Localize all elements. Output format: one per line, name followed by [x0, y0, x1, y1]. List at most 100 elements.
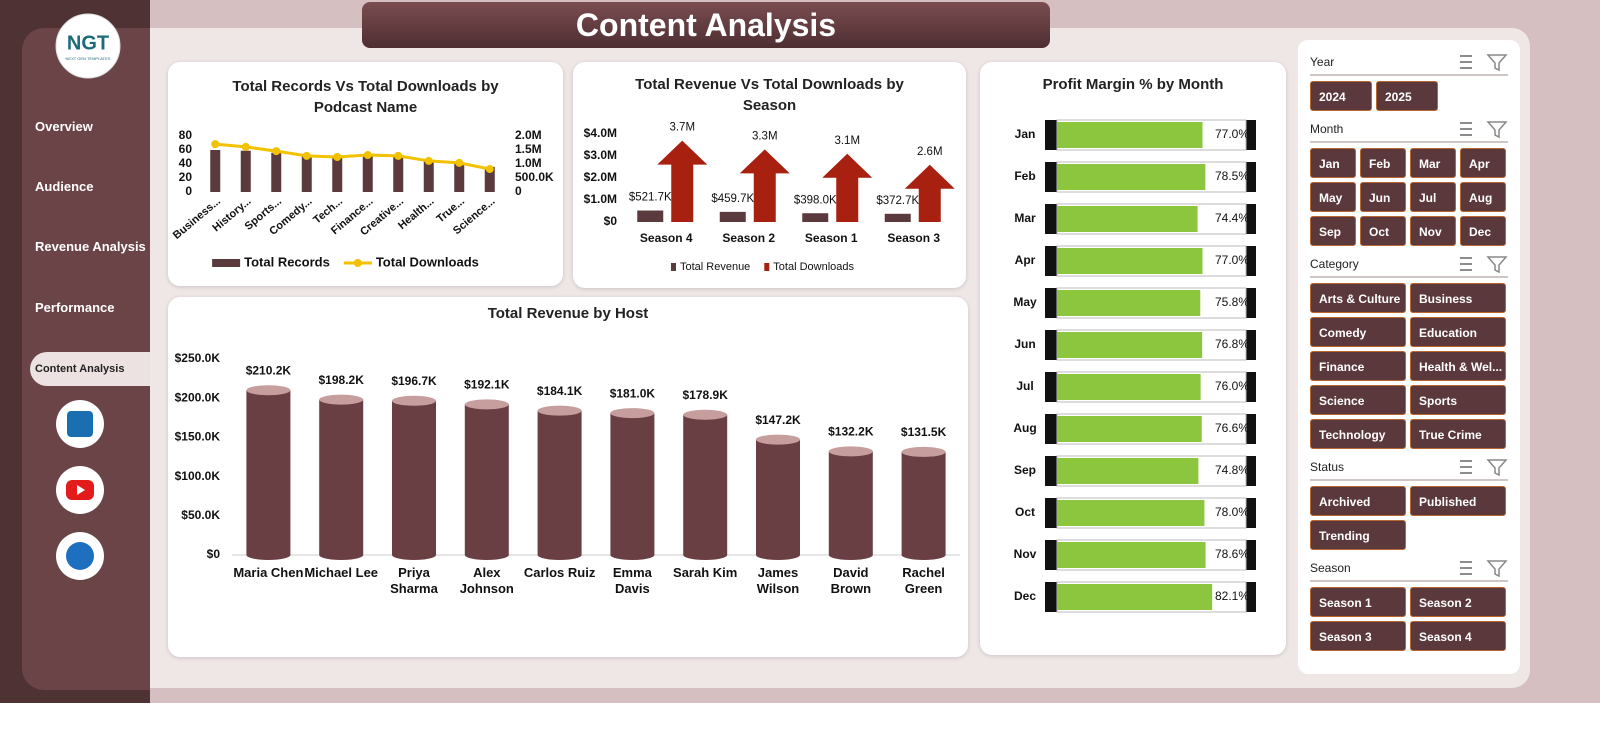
line-marker [363, 151, 372, 160]
line-marker [333, 153, 342, 161]
slicer-button[interactable]: Nov [1410, 216, 1456, 246]
bar [454, 163, 465, 192]
chart: Jan 77.0% Feb 78.5% Mar 74.4% Apr 77.0% May 75.8%… [1013, 119, 1256, 613]
x-tick-label: Alex Johnson [459, 565, 514, 596]
slicer-button[interactable]: Trending [1310, 520, 1406, 550]
slicer-button[interactable]: Health & Wel... [1410, 351, 1506, 381]
y-tick-label: Jul [1016, 379, 1033, 393]
y-tick-label: Jun [1014, 337, 1035, 351]
slicer-button[interactable]: Archived [1310, 486, 1406, 516]
multi-select-icon[interactable] [1460, 561, 1472, 575]
multi-select-icon[interactable] [1460, 55, 1472, 69]
track-cap [1246, 288, 1256, 318]
clear-filter-icon[interactable] [1486, 459, 1508, 477]
bar [537, 410, 582, 555]
legend-label: Total Downloads [773, 261, 854, 273]
multi-select-icon[interactable] [1460, 122, 1472, 136]
slicer-button[interactable]: 2025 [1376, 81, 1438, 111]
slicer-button[interactable]: Published [1410, 486, 1506, 516]
nav-item[interactable]: Overview [35, 119, 93, 134]
bar-top [610, 408, 655, 419]
slicer-button[interactable]: Technology [1310, 419, 1406, 449]
slicer-button[interactable]: Jun [1360, 182, 1406, 212]
clear-filter-icon[interactable] [1486, 121, 1508, 139]
sidebar: NGT NEXT GEN TEMPLATES Overview Audience R… [0, 0, 150, 703]
nav-item[interactable]: Audience [35, 179, 94, 194]
bar [828, 451, 873, 555]
y2-tick-label: 500.0K [515, 170, 554, 184]
bar [756, 439, 800, 555]
slicer-button[interactable]: Arts & Culture [1310, 283, 1406, 313]
slicer-button[interactable]: Season 2 [1410, 587, 1506, 617]
x-tick-label: Carlos Ruiz [523, 565, 596, 580]
bar [423, 161, 434, 192]
slicer-button[interactable]: Season 1 [1310, 587, 1406, 617]
slicer-button[interactable]: Jul [1410, 182, 1456, 212]
y-tick-label: May [1013, 295, 1037, 309]
nav-item[interactable]: Performance [35, 300, 115, 315]
bar [1057, 122, 1203, 148]
track-cap [1246, 498, 1256, 528]
slicer-title: Status [1310, 460, 1345, 474]
y-tick-label: 20 [179, 170, 193, 184]
slicer-button[interactable]: True Crime [1410, 419, 1506, 449]
y-tick-label: $0 [604, 214, 618, 228]
track-cap [1246, 456, 1256, 486]
y-tick-label: Nov [1014, 547, 1037, 561]
slicer-button[interactable]: Business [1410, 283, 1506, 313]
slicer-button[interactable]: Sports [1410, 385, 1506, 415]
y-tick-label: 80 [179, 128, 193, 142]
slicer-button[interactable]: Mar [1410, 148, 1456, 178]
track-cap [1246, 162, 1256, 192]
bar [301, 156, 312, 192]
slicer-button[interactable]: Finance [1310, 351, 1406, 381]
multi-select-icon[interactable] [1460, 460, 1472, 474]
multi-select-icon[interactable] [1460, 257, 1472, 271]
line-marker [272, 147, 281, 156]
slicer-button[interactable]: Oct [1360, 216, 1406, 246]
x-tick-label: Maria Chen [233, 565, 304, 580]
bar [464, 404, 509, 555]
track-cap [1246, 582, 1256, 612]
bar [1057, 416, 1202, 442]
page-title: Content Analysis [362, 2, 1050, 48]
bar [884, 213, 911, 222]
y-tick-label: Jan [1015, 127, 1036, 141]
y2-tick-label: 0 [515, 184, 522, 198]
slicer-icons [1460, 54, 1508, 72]
logo-text: NGT [67, 32, 109, 54]
clear-filter-icon[interactable] [1486, 560, 1508, 578]
clear-filter-icon[interactable] [1486, 256, 1508, 274]
slicer-button[interactable]: Dec [1460, 216, 1506, 246]
data-label: 3.7M [669, 122, 695, 134]
web-logo [66, 542, 94, 570]
data-label: $196.7K [391, 374, 437, 388]
slicer-button[interactable]: 2024 [1310, 81, 1372, 111]
slicer-button[interactable]: Season 3 [1310, 621, 1406, 651]
y-tick-label: 0 [185, 184, 192, 198]
youtube-play [77, 485, 85, 495]
slicer-button[interactable]: Season 4 [1410, 621, 1506, 651]
slicer-button[interactable]: Comedy [1310, 317, 1406, 347]
slicer-button[interactable]: Feb [1360, 148, 1406, 178]
slicer-button[interactable]: Education [1410, 317, 1506, 347]
data-label: $459.7K [711, 193, 754, 205]
legend-swatch [764, 263, 770, 271]
slicer-button[interactable]: Jan [1310, 148, 1356, 178]
slicer-button[interactable]: Apr [1460, 148, 1506, 178]
legend-swatch [670, 263, 676, 271]
slicer-button[interactable]: Science [1310, 385, 1406, 415]
slicer-button[interactable]: May [1310, 182, 1356, 212]
y-tick-label: $0 [207, 547, 221, 561]
bar [240, 150, 251, 192]
slicer-button[interactable]: Aug [1460, 182, 1506, 212]
slicer-button[interactable]: Sep [1310, 216, 1356, 246]
line [215, 142, 491, 171]
bar [1057, 290, 1201, 316]
slicer-header: Status [1310, 455, 1508, 481]
nav-item[interactable]: Revenue Analysis [35, 239, 146, 254]
clear-filter-icon[interactable] [1486, 54, 1508, 72]
track-cap [1045, 372, 1057, 402]
nav-item[interactable]: Content Analysis [30, 352, 150, 386]
